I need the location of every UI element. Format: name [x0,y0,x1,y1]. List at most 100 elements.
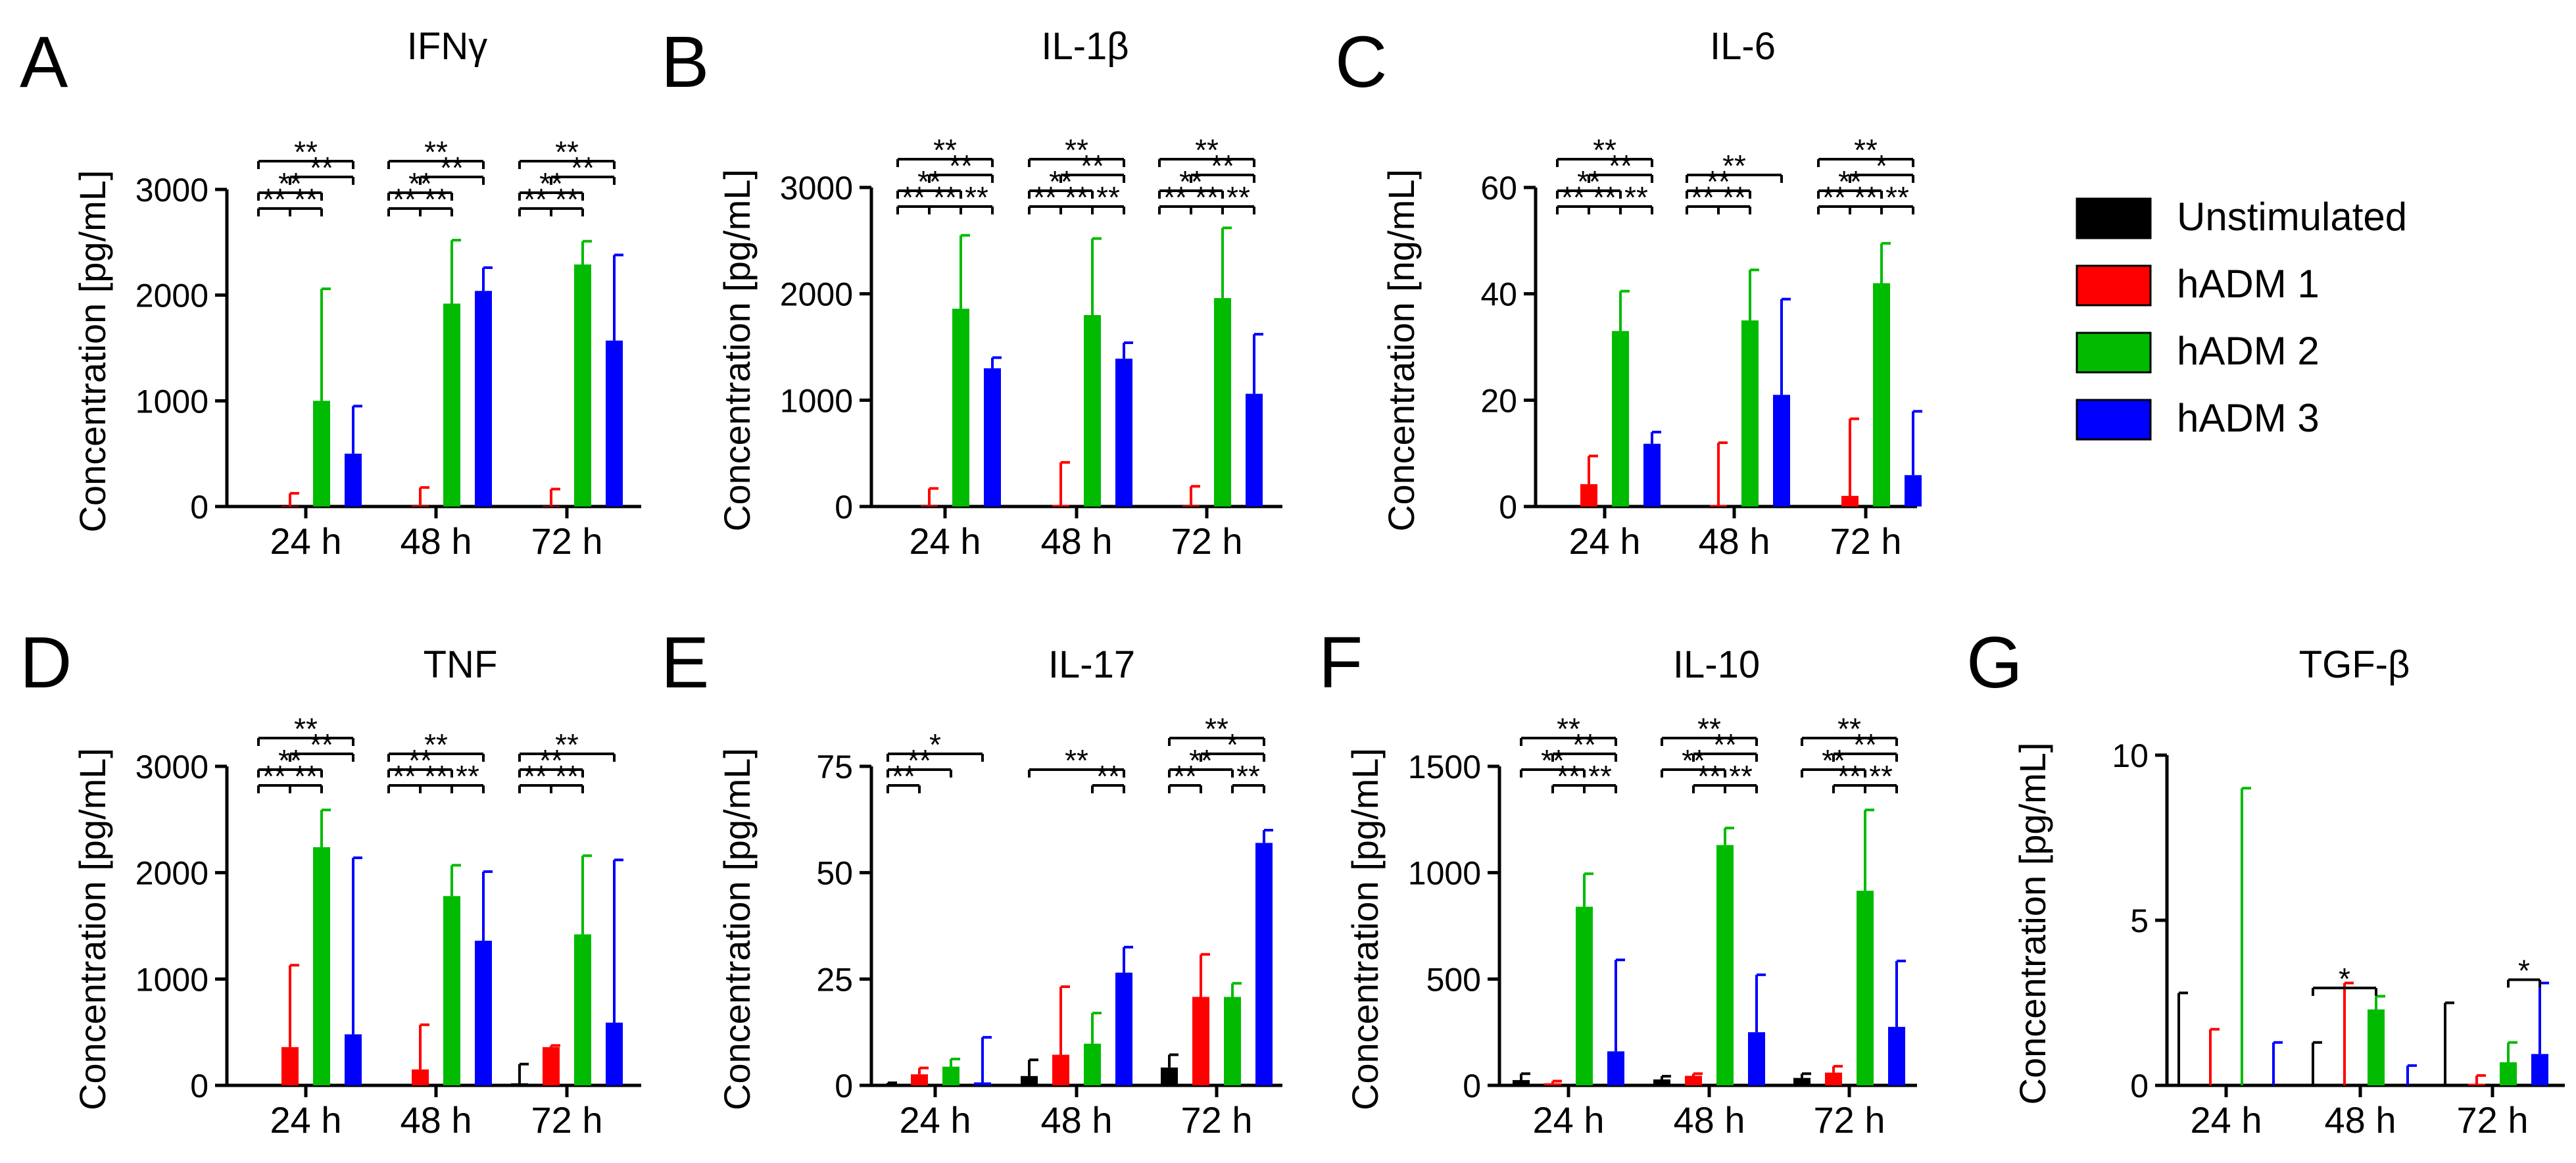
significance-bracket: ** [1168,712,1265,746]
bar [974,1082,991,1085]
significance-label: ** [1713,728,1737,762]
significance-label: ** [294,182,318,216]
significance-bracket: ** [1832,728,1898,762]
significance-label: ** [1065,743,1088,778]
significance-bracket: ** [550,759,584,793]
x-tick-label: 72 h [1171,520,1243,562]
significance-bracket: ** [1190,180,1224,214]
significance-bracket: ** [1028,133,1125,167]
significance-label: ** [424,728,448,762]
significance-bracket: ** [887,759,921,793]
significance-bracket: ** [960,180,994,214]
y-tick-label: 50 [816,855,853,892]
significance-label: ** [424,759,448,793]
bar [412,1069,429,1085]
y-tick-label: 75 [816,749,853,785]
significance-bracket: ** [518,728,616,762]
significance-bracket: ** [1692,728,1758,762]
significance-bracket: ** [1661,712,1758,746]
y-axis-label: Concentration [ng/mL] [1380,169,1422,532]
significance-label: ** [1853,728,1877,762]
bar [1192,997,1209,1085]
y-tick-label: 0 [190,1068,208,1104]
significance-label: ** [1869,759,1893,793]
bar [345,453,362,507]
significance-bracket: * [887,728,984,762]
panel-letter: A [20,22,68,103]
bar [1612,331,1629,507]
bar [443,896,460,1085]
significance-bracket: ** [257,712,354,746]
bar [942,1066,960,1085]
significance-label: ** [1205,712,1228,746]
significance-label: ** [555,182,579,216]
significance-bracket: ** [1864,759,1898,793]
y-axis-label: Concentration [pg/mL] [72,748,113,1110]
significance-bracket: ** [1556,133,1653,167]
y-tick-label: 20 [1480,382,1517,419]
significance-bracket: ** [257,166,323,201]
significance-bracket: ** [289,151,354,185]
y-tick-label: 2000 [780,276,853,313]
significance-bracket: ** [1588,149,1653,183]
y-tick-label: 1000 [780,382,853,419]
significance-bracket: ** [387,182,422,216]
significance-bracket: ** [518,759,552,793]
panel-D: D TNF Concentration [pg/mL] 0 1000 2000 3000 24… [20,622,641,1141]
bar [1513,1079,1530,1085]
y-tick-label: 1000 [135,383,208,420]
significance-bracket: ** [928,149,994,183]
chart-title: TNF [424,643,498,686]
bar [1580,484,1597,507]
y-tick-label: 0 [1499,489,1517,526]
significance-bracket: ** [896,133,994,167]
significance-bracket: ** [1556,180,1590,214]
significance-label: ** [555,759,579,793]
bar [313,847,330,1085]
significance-label: ** [310,728,333,762]
x-tick-label: 24 h [1533,1099,1605,1141]
bar [2468,1083,2485,1085]
bar [1052,505,1069,507]
significance-label: ** [1033,180,1057,214]
significance-bracket: ** [387,728,485,762]
bar [1643,443,1661,507]
bar [475,941,492,1085]
significance-label: * [2339,962,2350,996]
panel-letter: C [1335,22,1387,103]
significance-bracket: ** [1221,180,1255,214]
bar [984,368,1001,507]
y-tick-label: 5 [2130,903,2149,939]
bar [1905,475,1922,507]
significance-bracket: ** [1231,759,1265,793]
significance-label: ** [1837,759,1861,793]
significance-label: ** [1588,759,1612,793]
significance-label: ** [1837,712,1861,746]
significance-bracket: ** [1801,712,1898,746]
significance-label: ** [294,759,318,793]
significance-label: ** [408,743,432,778]
panel-letter: E [661,622,709,703]
significance-bracket: ** [1619,180,1653,214]
significance-bracket: ** [257,759,291,793]
significance-label: ** [1697,712,1721,746]
significance-bracket: ** [387,743,453,778]
bar [1716,845,1734,1085]
panel-E: E IL-17 Concentration [pg/mL] 0 25 50 75 24 h 48… [661,622,1282,1141]
bar [1182,505,1200,507]
y-tick-label: 10 [2112,737,2149,774]
y-tick-label: 25 [816,961,853,998]
y-tick-label: 3000 [135,749,208,785]
legend-label: hADM 1 [2177,262,2320,306]
bar [921,505,938,507]
significance-label: ** [1572,728,1596,762]
significance-bracket: ** [1551,728,1617,762]
significance-label: * [929,728,941,762]
chart-title: TGF-β [2299,643,2410,686]
bar [1748,1032,1765,1085]
bar [1115,359,1132,507]
x-tick-label: 48 h [401,520,472,562]
bar [2531,1054,2548,1085]
significance-label: ** [424,135,448,169]
significance-label: ** [1822,180,1846,214]
